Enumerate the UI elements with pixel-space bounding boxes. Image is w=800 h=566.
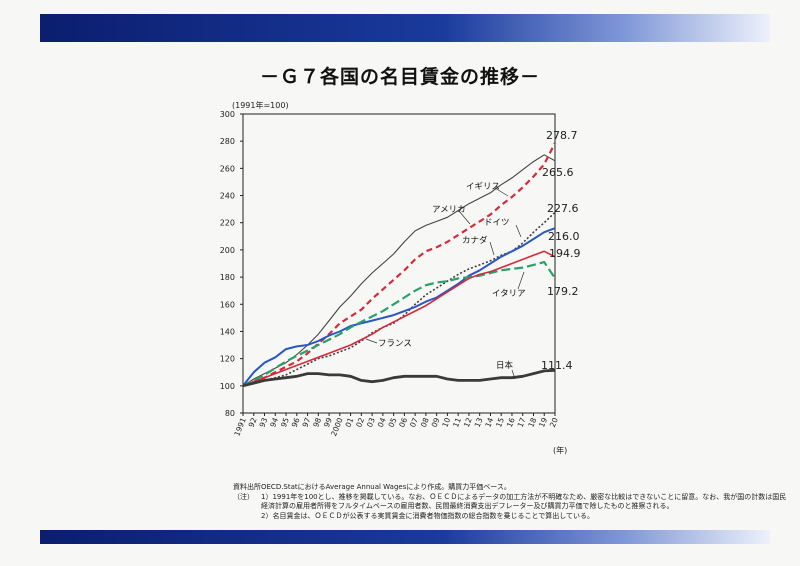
x-tick-label: 92 [247, 416, 259, 428]
notes-block: 資料出所 OECD.StatにおけるAverage Annual Wagesによ… [233, 483, 793, 521]
y-tick-label: 300 [220, 110, 235, 119]
x-tick-label: 16 [505, 416, 517, 428]
chart-title: －Ｇ７各国の名目賃金の推移－ [259, 66, 540, 88]
series-line-france [242, 250, 556, 387]
x-tick-label: 06 [397, 416, 409, 428]
x-tick-label: 02 [354, 416, 366, 428]
leader-line [489, 241, 495, 256]
footer-band [40, 530, 770, 544]
x-tick-label: 14 [483, 416, 495, 428]
y-tick-label: 180 [220, 273, 235, 282]
y-tick-label: 200 [220, 246, 235, 255]
y-tick-label: 140 [220, 327, 235, 336]
x-tick-label: 04 [376, 416, 388, 428]
y-tick-label: 100 [220, 382, 235, 391]
y-tick-label: 220 [220, 219, 235, 228]
leader-line [494, 187, 509, 197]
source-body: OECD.StatにおけるAverage Annual Wagesにより作成。購… [261, 483, 511, 491]
end-value-label: 278.7 [546, 129, 578, 142]
series-line-canada [242, 227, 556, 387]
series-label-canada: カナダ [462, 235, 488, 246]
series-label-germany: ドイツ [484, 218, 510, 228]
plot-frame [242, 113, 556, 414]
x-tick-label: 95 [279, 416, 291, 428]
y-tick-label: 240 [220, 192, 235, 201]
x-tick-label: 96 [290, 416, 302, 428]
x-tick-label: 97 [300, 416, 312, 428]
x-tick-label: 13 [473, 416, 485, 428]
y-tick-label: 280 [220, 137, 235, 146]
x-tick-label: 05 [387, 416, 399, 428]
note-1: 1）1991年を100とし、推移を掲載している。なお、ＯＥＣＤによるデータの加工… [261, 492, 787, 511]
end-value-label: 216.0 [548, 230, 580, 243]
leader-line [517, 271, 525, 290]
series-line-us [242, 142, 556, 387]
note-head: （注） [233, 492, 254, 501]
x-tick-label: 12 [462, 416, 474, 428]
end-value-label: 179.2 [547, 285, 579, 298]
series-label-italy: イタリア [492, 289, 526, 299]
leader-line [511, 369, 516, 380]
x-tick-label: 1991 [232, 416, 248, 437]
series-line-japan [242, 368, 556, 388]
x-tick-label: 99 [322, 416, 334, 428]
x-tick-label: 03 [365, 416, 377, 428]
x-tick-label: 98 [311, 416, 323, 428]
y-axis-unit: (1991年=100) [232, 100, 289, 110]
end-value-label: 111.4 [541, 359, 573, 372]
x-tick-label: 93 [257, 416, 269, 428]
x-tick-label: 08 [419, 416, 431, 428]
series-label-japan: 日本 [496, 360, 514, 371]
x-tick-label: 17 [516, 416, 528, 428]
y-tick-label: 160 [220, 300, 235, 309]
end-value-label: 194.9 [549, 247, 581, 260]
x-tick-label: 01 [344, 416, 356, 428]
x-tick-label: 19 [537, 416, 549, 428]
header-band [40, 14, 770, 42]
leader-line [458, 210, 471, 225]
x-tick-label: 18 [526, 416, 538, 428]
series-line-italy [242, 261, 556, 387]
y-tick-label: 260 [220, 164, 235, 173]
end-value-label: 227.6 [547, 202, 579, 215]
y-tick-label: 120 [220, 355, 235, 364]
end-value-label: 265.6 [542, 166, 574, 179]
x-axis-unit: (年) [553, 445, 567, 455]
leader-line [515, 224, 522, 238]
x-tick-label: 10 [440, 416, 452, 428]
y-tick-label: 80 [225, 409, 235, 418]
series-label-france: フランス [378, 339, 412, 349]
x-tick-label: 07 [408, 416, 420, 428]
series-label-uk: イギリス [466, 182, 500, 192]
x-tick-label: 09 [430, 416, 442, 428]
x-tick-label: 15 [494, 416, 506, 428]
series-label-us: アメリカ [432, 205, 466, 215]
x-tick-label: 94 [268, 416, 280, 428]
leader-line [365, 338, 378, 344]
x-tick-label: 20 [548, 416, 560, 428]
source-head: 資料出所 [233, 483, 261, 491]
x-tick-label: 11 [451, 416, 463, 428]
note-2: 2）名目賃金は、ＯＥＣＤが公表する実質賃金に消費者物価指数の総合指数を乗じること… [261, 511, 595, 520]
